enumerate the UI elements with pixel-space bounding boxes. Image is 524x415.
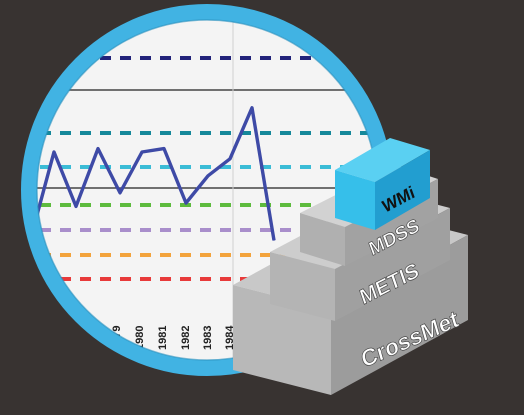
x-tick-label-5: 1983: [202, 326, 214, 350]
tier-wmi-cube: WMi: [335, 138, 430, 230]
data-point-1977: [53, 151, 55, 153]
tier-mdss-front: [300, 213, 345, 266]
data-point-1984: [207, 175, 209, 177]
cube-front: [335, 170, 375, 230]
cube-top: [335, 138, 430, 182]
data-point-1986: [251, 107, 253, 109]
x-tick-label-4: 1982: [180, 326, 192, 350]
data-point-1979: [97, 148, 99, 150]
pyramid: CrossMet METIS MDSS WMi: [233, 138, 468, 395]
data-point-1980: [119, 192, 121, 194]
tier-metis-front: [270, 252, 335, 321]
tier-metis-side: [335, 208, 450, 321]
data-point-1985: [229, 158, 231, 160]
data-point-1978: [75, 205, 77, 207]
x-tick-label-3: 1981: [157, 326, 169, 350]
data-point-1987: [273, 239, 275, 241]
data-point-1982: [163, 148, 165, 150]
series-line: [30, 106, 276, 241]
cube-side: [375, 150, 430, 230]
data-point-1981: [141, 151, 143, 153]
x-tick-label-2: 1980: [134, 326, 146, 350]
data-point-1983: [185, 202, 187, 204]
tier-crossmet-side: [331, 235, 468, 395]
